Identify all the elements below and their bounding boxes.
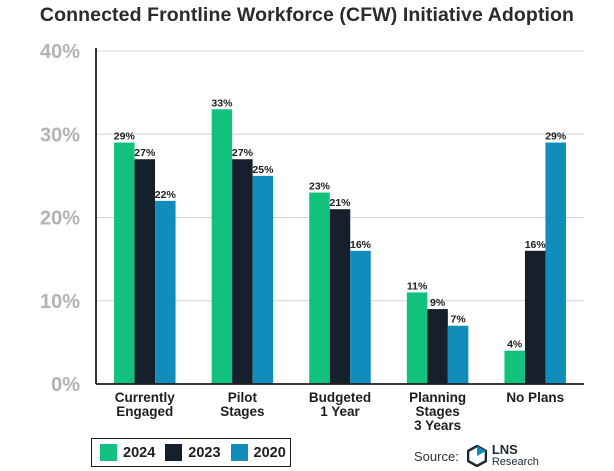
x-tick-label: Engaged xyxy=(116,404,173,419)
logo-brand-sub: Research xyxy=(491,456,539,468)
x-tick-label: 3 Years xyxy=(414,418,461,433)
legend-label-2020: 2020 xyxy=(253,444,286,461)
data-label: 33% xyxy=(211,97,233,109)
legend-label-2023: 2023 xyxy=(188,444,221,461)
data-label: 4% xyxy=(507,339,523,351)
bar-2023 xyxy=(134,159,156,384)
legend-swatch-2020 xyxy=(230,444,248,461)
bar-2023 xyxy=(232,159,253,384)
legend-swatch-2023 xyxy=(165,444,183,461)
x-tick-label: No Plans xyxy=(506,390,564,405)
x-tick-label: Currently xyxy=(115,390,176,405)
y-axis-ticks: 0% 10% 20% 30% 40% xyxy=(40,41,80,396)
legend-item-2023: 2023 xyxy=(165,444,221,461)
data-label: 21% xyxy=(329,197,351,209)
legend: 2024 2023 2020 xyxy=(91,438,291,467)
data-label: 29% xyxy=(114,131,136,143)
y-tick-label: 40% xyxy=(40,41,80,63)
data-label: 27% xyxy=(134,147,156,159)
x-tick-label: Planning xyxy=(409,390,466,405)
legend-item-2020: 2020 xyxy=(230,444,286,461)
data-label: 22% xyxy=(155,189,177,201)
data-label: 16% xyxy=(350,239,372,251)
x-tick-label: Stages xyxy=(220,404,264,419)
bar-2020 xyxy=(350,250,371,384)
data-label: 27% xyxy=(232,147,254,159)
bar-2024 xyxy=(406,292,428,384)
data-label: 16% xyxy=(525,239,547,251)
bar-2024 xyxy=(211,109,233,385)
logo-brand: LNS xyxy=(491,442,518,457)
bar-2024 xyxy=(504,350,525,384)
bar-2024 xyxy=(114,142,135,384)
data-label: 9% xyxy=(430,297,446,309)
bar-2024 xyxy=(309,192,330,384)
source-label: Source: xyxy=(414,448,459,464)
x-tick-label: Stages xyxy=(415,404,459,419)
y-tick-label: 10% xyxy=(40,291,80,313)
bar-2020 xyxy=(545,142,566,384)
data-label: 29% xyxy=(545,131,567,143)
bar-2023 xyxy=(524,250,546,384)
data-label: 11% xyxy=(407,280,428,292)
bars xyxy=(114,109,566,385)
axes xyxy=(95,48,584,385)
lns-research-logo: LNS Research xyxy=(466,442,539,468)
source-credit: Source: LNS Research xyxy=(414,442,539,468)
hexagon-logo-icon xyxy=(466,445,487,467)
bar-2023 xyxy=(427,309,448,384)
y-tick-label: 0% xyxy=(51,374,80,396)
x-tick-label: 1 Year xyxy=(320,404,360,419)
chart-title: Connected Frontline Workforce (CFW) Init… xyxy=(39,4,575,26)
bar-2020 xyxy=(252,175,274,384)
x-tick-label: Budgeted xyxy=(309,390,371,405)
legend-swatch-2024 xyxy=(100,444,117,461)
legend-item-2024: 2024 xyxy=(100,444,155,461)
data-labels: 29% 27% 22% 33% 27% 25% 23% 21% 16% 11%9% 7% 4% 16% 2… xyxy=(114,97,567,350)
data-label: 23% xyxy=(309,181,331,193)
bar-2023 xyxy=(329,209,351,384)
data-label: 25% xyxy=(252,164,274,176)
bar-2020 xyxy=(155,200,176,384)
bar-2020 xyxy=(447,325,469,384)
data-label: 7% xyxy=(451,314,467,326)
y-tick-label: 20% xyxy=(40,208,80,230)
y-tick-label: 30% xyxy=(40,124,80,146)
legend-label-2024: 2024 xyxy=(123,444,156,461)
x-tick-label: Pilot xyxy=(228,390,258,405)
